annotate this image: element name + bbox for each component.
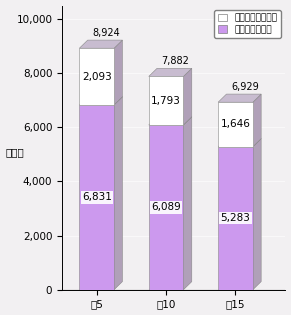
Polygon shape [218, 287, 255, 290]
Polygon shape [183, 117, 192, 290]
Bar [149, 77, 183, 125]
Text: 1,793: 1,793 [151, 96, 181, 106]
Text: 6,929: 6,929 [231, 82, 259, 92]
Text: 2,093: 2,093 [82, 72, 112, 82]
Polygon shape [79, 287, 117, 290]
Bar [218, 147, 253, 290]
Bar [79, 48, 114, 105]
Text: 6,089: 6,089 [151, 202, 181, 212]
Polygon shape [79, 40, 123, 48]
Polygon shape [218, 139, 261, 147]
Text: 7,882: 7,882 [162, 56, 189, 66]
Polygon shape [183, 68, 192, 125]
Bar [218, 102, 253, 147]
Polygon shape [149, 68, 192, 77]
Polygon shape [79, 97, 123, 105]
Y-axis label: （人）: （人） [6, 148, 24, 158]
Polygon shape [149, 287, 186, 290]
Bar [79, 105, 114, 290]
Text: 8,924: 8,924 [92, 28, 120, 38]
Polygon shape [218, 94, 261, 102]
Text: 6,831: 6,831 [82, 192, 112, 202]
Polygon shape [114, 40, 123, 105]
Polygon shape [253, 139, 261, 290]
Polygon shape [114, 97, 123, 290]
Text: 5,283: 5,283 [221, 213, 251, 223]
Polygon shape [149, 117, 192, 125]
Text: 1,646: 1,646 [221, 119, 251, 129]
Bar [149, 125, 183, 290]
Legend: 漁業雇われ就業者, 自営漁業就業者: 漁業雇われ就業者, 自営漁業就業者 [214, 10, 281, 37]
Polygon shape [253, 94, 261, 147]
